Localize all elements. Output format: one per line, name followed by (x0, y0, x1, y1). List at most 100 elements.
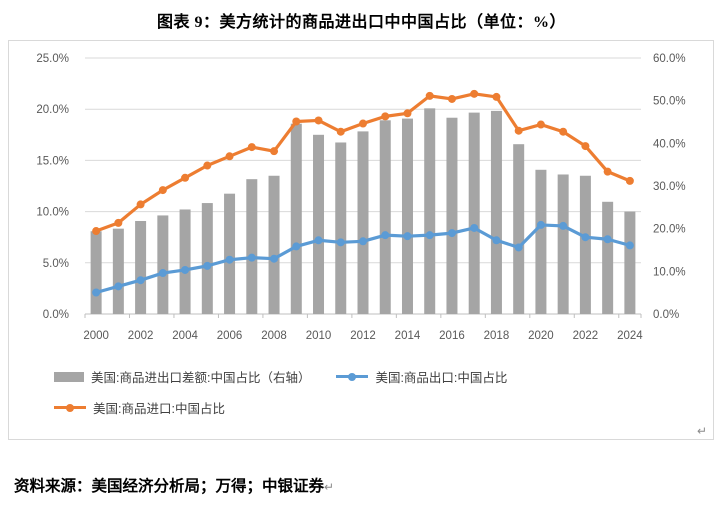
marker-2020 (536, 220, 545, 229)
marker-2010 (314, 116, 323, 125)
marker-2002 (136, 200, 145, 209)
marker-2010 (314, 236, 323, 245)
x-axis-label: 2006 (217, 330, 243, 342)
legend-label-deficit: 美国:商品进出口差额:中国占比（右轴） (91, 371, 311, 385)
x-axis-label: 2002 (128, 330, 154, 342)
marker-2007 (247, 253, 256, 262)
chart-legend: 美国:商品进出口差额:中国占比（右轴） 美国:商品出口:中国占比 美 (9, 367, 713, 417)
right-axis-label: 10.0% (653, 266, 686, 278)
marker-2014 (403, 109, 412, 118)
chart-title: 图表 9：美方统计的商品进出口中中国占比（单位：%） (156, 14, 566, 31)
marker-2006 (225, 152, 234, 161)
legend-item-exports[interactable]: 美国:商品出口:中国占比 (336, 367, 507, 386)
left-axis-label: 10.0% (36, 207, 69, 219)
marker-2016 (447, 229, 456, 238)
marker-2024 (625, 176, 634, 185)
marker-2003 (158, 186, 167, 195)
marker-2001 (114, 282, 123, 291)
marker-2014 (403, 232, 412, 241)
x-axis-label: 2012 (350, 330, 376, 342)
marker-2005 (203, 261, 212, 270)
marker-2015 (425, 91, 434, 100)
marker-2023 (603, 235, 612, 244)
right-axis-label: 40.0% (653, 138, 686, 150)
marker-2022 (581, 233, 590, 242)
bar-2020 (535, 169, 547, 314)
x-axis-label: 2018 (484, 330, 510, 342)
marker-2011 (336, 238, 345, 247)
left-axis-label: 15.0% (36, 155, 69, 167)
x-axis-label: 2016 (439, 330, 465, 342)
right-axis-label: 30.0% (653, 181, 686, 193)
marker-2019 (514, 126, 523, 135)
x-axis-label: 2014 (395, 330, 421, 342)
bar-2023 (602, 201, 614, 314)
marker-2018 (492, 92, 501, 101)
bar-swatch-icon (54, 371, 84, 382)
chart-area: 0.0% 5.0% 10.0% 15.0% 20.0% 25.0% 0.0% 10.0% 20.… (8, 40, 714, 440)
source-text: 资料来源：美国经济分析局；万得；中银证券 (14, 478, 325, 495)
bar-2002 (135, 220, 147, 314)
x-axis-label: 2004 (172, 330, 198, 342)
left-axis-label: 5.0% (43, 258, 69, 270)
x-axis-label: 2022 (573, 330, 599, 342)
legend-item-imports[interactable]: 美国:商品进口:中国占比 (54, 398, 225, 417)
bar-2013 (379, 120, 391, 314)
bar-2019 (513, 144, 525, 314)
bar-2000 (90, 231, 102, 314)
line-marker-swatch-icon (54, 403, 86, 413)
marker-2013 (381, 112, 390, 121)
marker-2016 (447, 94, 456, 103)
marker-2022 (581, 142, 590, 151)
bar-2005 (201, 203, 213, 314)
marker-2023 (603, 167, 612, 176)
x-axis-label: 2024 (617, 330, 643, 342)
bar-2008 (268, 175, 280, 314)
bar-2018 (490, 110, 502, 314)
x-axis-label: 2020 (528, 330, 554, 342)
bar-2004 (179, 209, 191, 314)
marker-2012 (359, 119, 367, 128)
marker-2020 (536, 120, 545, 129)
marker-2021 (559, 221, 568, 230)
marker-2004 (181, 265, 190, 274)
marker-2006 (225, 255, 234, 264)
legend-label-exports: 美国:商品出口:中国占比 (375, 371, 508, 385)
right-axis-label: 50.0% (653, 96, 686, 108)
paragraph-mark-icon: ↵ (324, 480, 335, 494)
x-axis-label: 2010 (306, 330, 332, 342)
marker-2009 (292, 242, 301, 251)
right-axis-label: 60.0% (653, 53, 686, 65)
x-axis-label: 2008 (261, 330, 287, 342)
marker-2024 (625, 241, 634, 250)
marker-2001 (114, 218, 123, 227)
marker-2000 (92, 288, 101, 297)
paragraph-mark-icon: ↵ (697, 424, 708, 438)
bar-2014 (401, 118, 413, 314)
line-marker-swatch-icon (336, 372, 369, 382)
bar-2010 (313, 134, 325, 314)
marker-2008 (270, 147, 279, 156)
bar-2011 (335, 142, 347, 314)
marker-2002 (136, 276, 145, 285)
left-axis-label: 0.0% (43, 309, 69, 321)
marker-2015 (425, 231, 434, 240)
right-axis-label: 0.0% (653, 309, 679, 321)
left-axis-label: 20.0% (36, 104, 69, 116)
marker-2021 (559, 127, 568, 136)
bar-2017 (468, 112, 480, 314)
legend-row-2: 美国:商品进口:中国占比 (54, 398, 713, 417)
marker-2017 (470, 89, 479, 98)
marker-2018 (492, 236, 501, 245)
marker-2008 (270, 254, 279, 263)
bar-2001 (112, 228, 124, 314)
legend-item-deficit[interactable]: 美国:商品进出口差额:中国占比（右轴） (54, 367, 310, 386)
marker-2005 (203, 161, 212, 170)
bar-2006 (224, 193, 236, 314)
x-axis-label: 2000 (83, 330, 109, 342)
marker-2012 (359, 237, 367, 246)
marker-2009 (292, 117, 301, 126)
left-axis-label: 25.0% (36, 53, 69, 65)
bar-2009 (290, 123, 302, 314)
marker-2007 (247, 143, 256, 152)
